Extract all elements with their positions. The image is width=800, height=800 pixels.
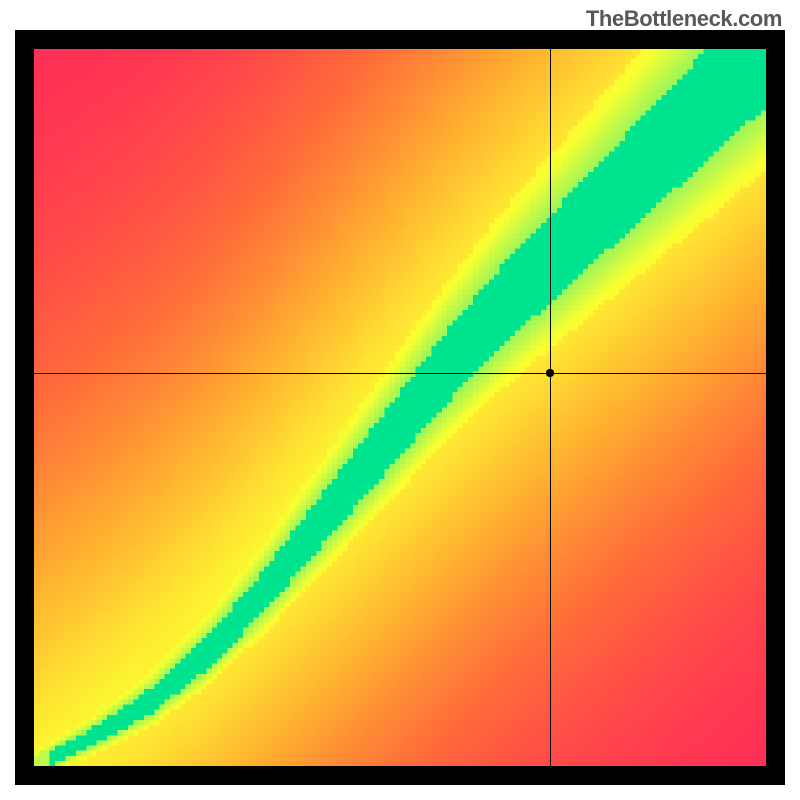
heatmap-canvas <box>34 49 766 766</box>
crosshair-horizontal <box>34 373 766 374</box>
chart-root: TheBottleneck.com <box>0 0 800 800</box>
watermark-text: TheBottleneck.com <box>586 6 782 32</box>
plot-black-frame <box>15 30 785 785</box>
crosshair-marker <box>545 368 555 378</box>
crosshair-vertical <box>550 49 551 766</box>
